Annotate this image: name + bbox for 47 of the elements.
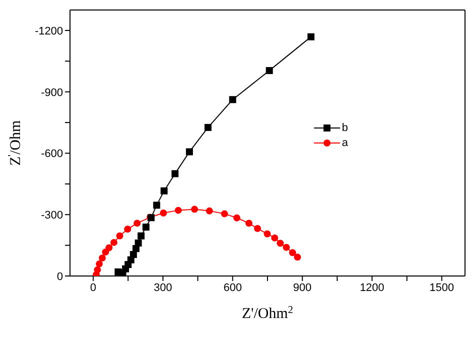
y-tick-label: -600 [40, 148, 63, 160]
x-axis-title: Z'/Ohm$^{2}$ [242, 304, 294, 322]
point [142, 224, 150, 231]
x-tick-label: 1200 [360, 282, 384, 294]
point [307, 33, 314, 40]
y-tick-label: -900 [40, 86, 63, 99]
point [174, 206, 182, 214]
point [186, 148, 193, 156]
point [98, 254, 106, 262]
y-tick-label: -1200 [34, 25, 63, 38]
point [172, 170, 179, 178]
point [271, 234, 278, 242]
point [282, 244, 290, 251]
x-tick-label: 0 [90, 282, 96, 294]
point [124, 226, 132, 233]
point [153, 202, 160, 209]
point [134, 220, 141, 227]
point [94, 266, 101, 274]
point [160, 209, 167, 216]
x-tick-label: 900 [293, 282, 312, 294]
point [254, 225, 262, 232]
point [110, 238, 118, 246]
point [266, 67, 273, 74]
point [264, 230, 271, 238]
point [191, 206, 198, 213]
point [276, 240, 284, 247]
x-tick-label: 300 [154, 282, 172, 294]
point [134, 240, 142, 247]
legend-label: a [342, 136, 348, 148]
point [294, 254, 301, 261]
y-tick-label: 0 [56, 270, 63, 283]
point [289, 249, 296, 256]
point [229, 96, 236, 104]
point [138, 232, 145, 240]
point [204, 124, 212, 131]
x-tick-label: 1500 [430, 282, 454, 294]
point [206, 207, 213, 214]
point [245, 220, 252, 227]
x-tick-label: 600 [223, 282, 242, 294]
point [96, 260, 103, 268]
point [221, 210, 228, 218]
point [106, 244, 113, 252]
legend-label: b [342, 122, 348, 134]
point [160, 187, 168, 194]
point [116, 232, 124, 240]
y-tick-label: -300 [40, 210, 63, 222]
point [233, 214, 240, 222]
